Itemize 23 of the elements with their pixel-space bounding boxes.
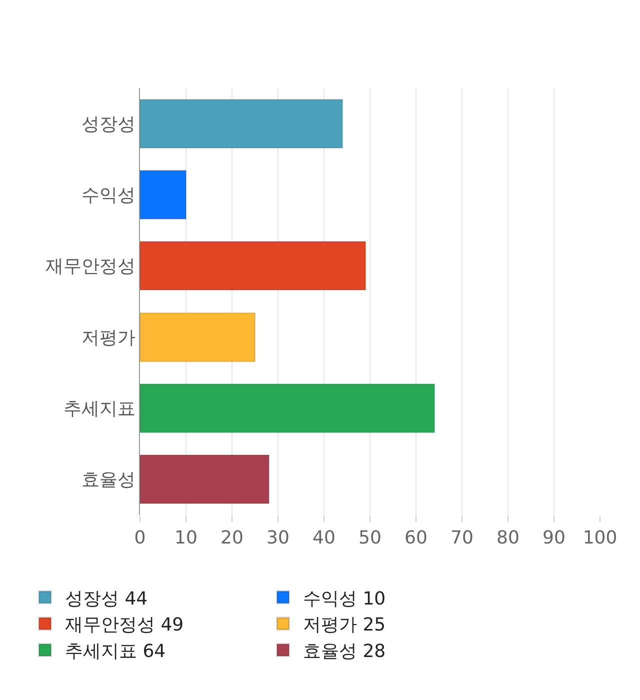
x-tick-label: 90 xyxy=(542,528,566,549)
y-tick-label: 저평가 xyxy=(81,327,136,348)
x-tick-label: 40 xyxy=(312,528,336,549)
y-tick-label: 재무안정성 xyxy=(45,256,136,278)
x-tick-label: 20 xyxy=(220,528,244,549)
x-tick-label: 10 xyxy=(174,528,198,549)
legend-label: 효율성 28 xyxy=(303,641,386,662)
legend-label: 저평가 25 xyxy=(303,614,386,636)
legend-label: 추세지표 64 xyxy=(65,641,166,662)
x-tick-label: 70 xyxy=(450,528,474,549)
x-tick-label: 50 xyxy=(358,528,382,549)
legend-label: 재무안정성 49 xyxy=(65,614,184,636)
y-tick-label: 성장성 xyxy=(81,114,136,135)
y-tick-label: 추세지표 xyxy=(63,398,136,420)
x-tick-label: 80 xyxy=(496,528,520,549)
x-tick-label: 60 xyxy=(404,528,428,549)
x-tick-label: 0 xyxy=(134,528,146,549)
legend-label: 수익성 10 xyxy=(303,588,386,610)
x-tick-label: 100 xyxy=(582,528,618,549)
legend-label: 성장성 44 xyxy=(65,588,148,610)
y-tick-label: 효율성 xyxy=(81,470,136,491)
y-tick-label: 수익성 xyxy=(81,185,136,206)
x-tick-label: 30 xyxy=(266,528,290,549)
